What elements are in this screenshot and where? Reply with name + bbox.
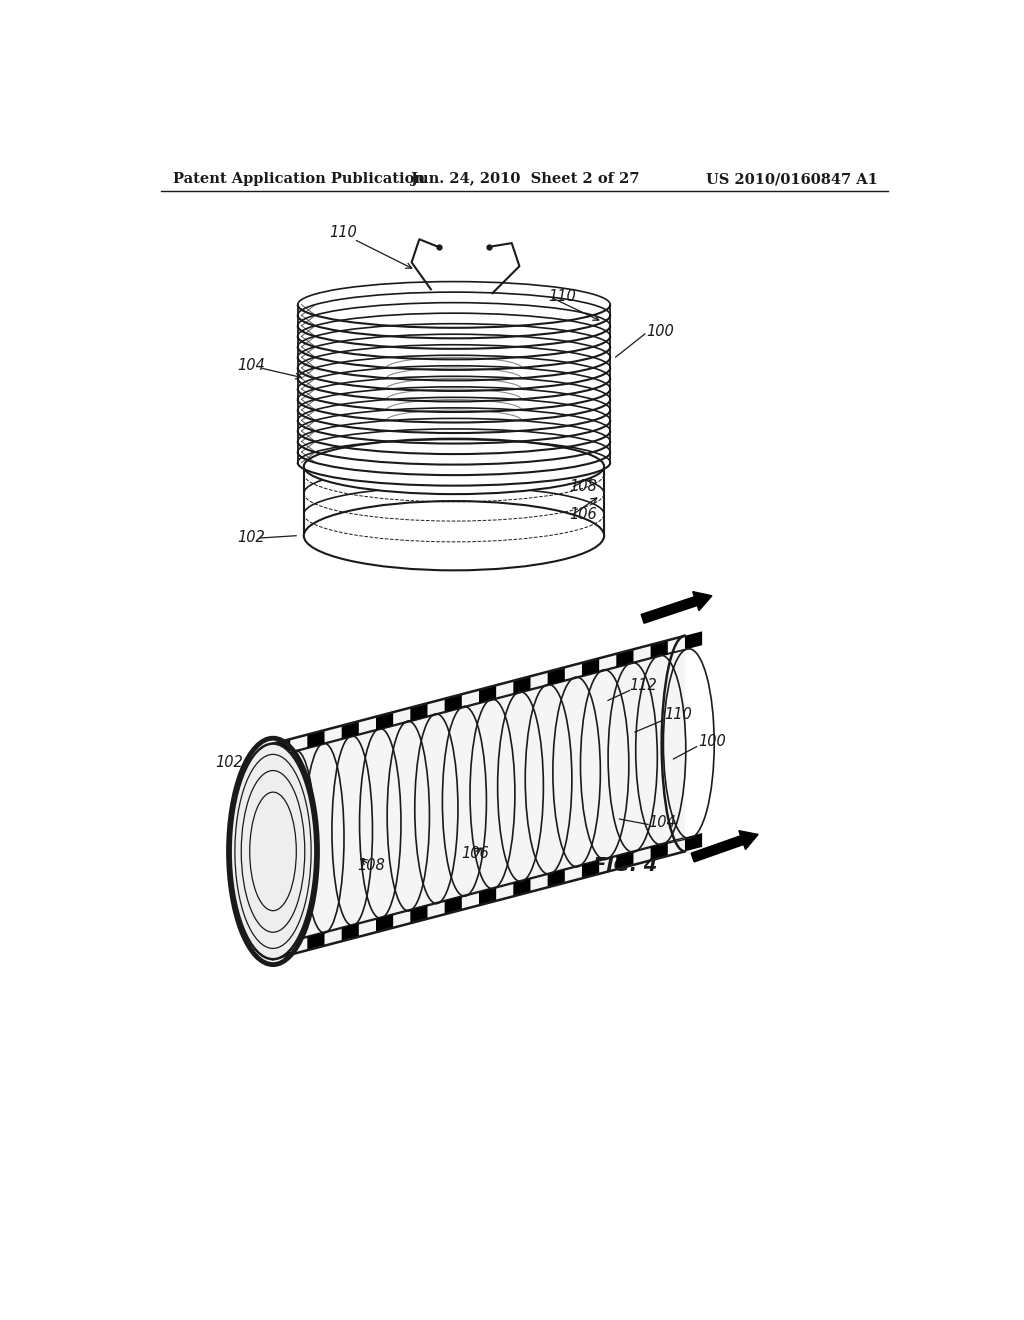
Text: Patent Application Publication: Patent Application Publication bbox=[173, 172, 425, 186]
Polygon shape bbox=[444, 896, 462, 915]
Text: 110: 110 bbox=[549, 289, 577, 304]
Polygon shape bbox=[582, 861, 599, 878]
Polygon shape bbox=[616, 851, 634, 870]
Text: 102: 102 bbox=[237, 529, 264, 545]
Polygon shape bbox=[582, 659, 599, 677]
Text: 102: 102 bbox=[215, 755, 243, 770]
Text: 110: 110 bbox=[330, 224, 357, 240]
Polygon shape bbox=[273, 636, 685, 960]
Text: Jun. 24, 2010  Sheet 2 of 27: Jun. 24, 2010 Sheet 2 of 27 bbox=[411, 172, 639, 186]
Polygon shape bbox=[273, 739, 290, 758]
Polygon shape bbox=[513, 878, 530, 896]
Text: 110: 110 bbox=[665, 708, 692, 722]
Text: 104: 104 bbox=[648, 814, 676, 830]
Polygon shape bbox=[376, 913, 393, 932]
Text: 104: 104 bbox=[237, 358, 264, 374]
Polygon shape bbox=[548, 869, 565, 887]
Polygon shape bbox=[307, 932, 325, 950]
Text: FIG. 4: FIG. 4 bbox=[593, 855, 657, 875]
Polygon shape bbox=[307, 730, 325, 748]
Text: 100: 100 bbox=[646, 323, 674, 338]
Text: 106: 106 bbox=[569, 507, 597, 521]
Polygon shape bbox=[342, 721, 358, 739]
Polygon shape bbox=[650, 842, 668, 861]
Polygon shape bbox=[479, 887, 497, 906]
Text: US 2010/0160847 A1: US 2010/0160847 A1 bbox=[706, 172, 878, 186]
Polygon shape bbox=[444, 694, 462, 713]
Text: 100: 100 bbox=[698, 734, 726, 748]
Polygon shape bbox=[273, 941, 290, 960]
Polygon shape bbox=[548, 667, 565, 685]
Polygon shape bbox=[304, 466, 604, 536]
Polygon shape bbox=[641, 591, 712, 623]
Text: FIG. 3: FIG. 3 bbox=[402, 548, 467, 566]
Polygon shape bbox=[342, 923, 358, 941]
Polygon shape bbox=[513, 676, 530, 694]
Text: 108: 108 bbox=[357, 858, 385, 873]
Polygon shape bbox=[685, 833, 702, 851]
Polygon shape bbox=[376, 713, 393, 730]
Polygon shape bbox=[650, 640, 668, 659]
Polygon shape bbox=[479, 685, 497, 704]
Polygon shape bbox=[616, 649, 634, 668]
Ellipse shape bbox=[304, 438, 604, 494]
Polygon shape bbox=[691, 830, 758, 862]
Polygon shape bbox=[685, 631, 702, 649]
Text: 108: 108 bbox=[569, 479, 597, 494]
Ellipse shape bbox=[230, 743, 315, 960]
Ellipse shape bbox=[304, 502, 604, 570]
Polygon shape bbox=[411, 704, 427, 722]
Polygon shape bbox=[411, 906, 427, 923]
Text: 112: 112 bbox=[630, 677, 657, 693]
Text: 106: 106 bbox=[462, 846, 489, 861]
